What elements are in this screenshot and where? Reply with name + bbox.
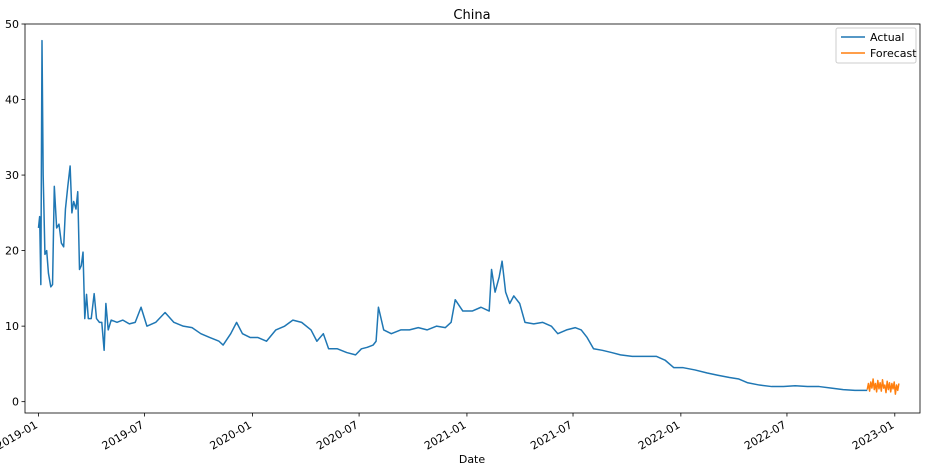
legend-label-actual: Actual [870,31,904,44]
x-tick-label: 2021-01 [422,418,468,452]
x-tick-label: 2021-07 [528,418,574,452]
series-lines [37,39,900,395]
series-line-actual [37,39,868,392]
y-tick-label: 40 [5,94,19,107]
legend: Actual Forecast [835,27,917,64]
x-tick-label: 2020-01 [208,418,254,452]
y-axis: 0 10 20 30 40 50 [5,18,25,409]
x-axis: 2019-01 2019-07 2020-01 2020-07 2021-01 2021-… [0,413,896,453]
x-tick-label: 2023-01 [850,418,896,452]
plot-area-frame [24,23,921,414]
x-tick-label: 2019-07 [100,418,146,452]
x-tick-label: 2022-07 [742,418,788,452]
y-tick-label: 10 [5,320,19,333]
x-tick-label: 2019-01 [0,418,40,452]
y-tick-label: 0 [12,396,19,409]
y-tick-label: 30 [5,169,19,182]
y-tick-label: 50 [5,18,19,31]
x-axis-label: Date [459,453,486,466]
x-tick-label: 2020-07 [314,418,360,452]
y-tick-label: 20 [5,245,19,258]
series-line-forecast [866,378,900,395]
legend-label-forecast: Forecast [870,47,917,60]
chart-title: China [453,8,490,23]
x-tick-label: 2022-01 [636,418,682,452]
